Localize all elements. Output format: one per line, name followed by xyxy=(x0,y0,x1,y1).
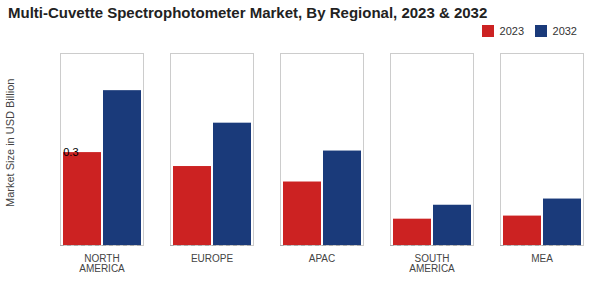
html-text:Multi-Cuvette Spectrophotomete: Multi-Cuvette Spectrophotometer Market, … xyxy=(8,4,488,21)
html-text:2032: 2032 xyxy=(552,25,577,38)
svg-text:SOUTHAMERICA: SOUTHAMERICA xyxy=(409,253,455,274)
svg-text:NORTHAMERICA: NORTHAMERICA xyxy=(79,253,125,274)
svg-text:MEA: MEA xyxy=(531,253,553,264)
svg-text:0.3: 0.3 xyxy=(63,146,78,158)
svg-text:APAC: APAC xyxy=(309,253,336,264)
html-text:Market Size in USD Billion: Market Size in USD Billion xyxy=(4,78,16,208)
svg-text:EUROPE: EUROPE xyxy=(191,253,234,264)
html-text:2023: 2023 xyxy=(499,25,524,38)
